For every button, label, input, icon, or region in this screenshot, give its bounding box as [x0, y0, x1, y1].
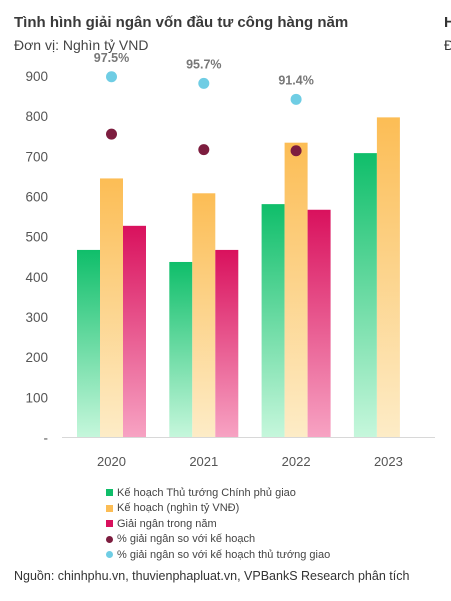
bar-2020-series-1 [100, 178, 123, 438]
y-tick-label: - [44, 431, 49, 446]
bar-2021-series-2 [215, 249, 239, 438]
pct-label: 77.8% [186, 124, 221, 138]
x-tick-label: 2020 [97, 454, 126, 469]
clipped-next-title: H [444, 14, 451, 31]
y-tick-label: 700 [25, 149, 48, 164]
y-tick-label: 200 [25, 350, 48, 365]
clipped-next-subtitle: Đ [444, 37, 451, 53]
y-tick-label: 500 [25, 230, 48, 245]
legend: Kế hoạch Thủ tướng Chính phủ giao Kế hoạc… [106, 485, 330, 563]
bar-2021-series-1 [192, 193, 216, 438]
y-tick-label: 100 [25, 390, 48, 405]
bar-2023-series-0 [353, 153, 377, 438]
pct-dot-2022-1 [290, 93, 302, 105]
bar-2022-series-2 [307, 209, 331, 438]
y-tick-label: 800 [25, 109, 48, 124]
legend-label: Giải ngân trong năm [117, 517, 217, 530]
chart-subtitle: Đơn vị: Nghìn tỷ VND [14, 37, 149, 53]
chart-title: Tình hình giải ngân vốn đầu tư công hàng… [14, 14, 349, 31]
y-axis: - 100 200 300 400 500 600 700 800 900 [25, 69, 48, 446]
source-note: Nguồn: chinhphu.vn, thuvienphapluat.vn, … [14, 569, 410, 583]
bar-2023-series-1 [376, 117, 400, 438]
pct-label: 97.5% [94, 51, 129, 65]
legend-dot-icon [106, 551, 113, 559]
bar-2021-series-0 [169, 261, 193, 438]
x-tick-label: 2021 [189, 454, 218, 469]
pct-dot-2020-1 [106, 71, 117, 83]
legend-item: Kế hoạch (nghìn tỷ VNĐ) [106, 501, 330, 517]
legend-label: % giải ngân so với kế hoạch [117, 533, 256, 546]
y-tick-label: 900 [25, 69, 48, 84]
x-axis: 2020 2021 2022 2023 [97, 454, 403, 469]
legend-dot-icon [106, 535, 113, 543]
legend-label: Kế hoạch (nghìn tỷ VNĐ) [117, 502, 240, 515]
legend-label: Kế hoạch Thủ tướng Chính phủ giao [117, 486, 296, 499]
legend-item: % giải ngân so với kế hoạch [106, 532, 330, 548]
pct-dot-2021-1 [198, 77, 210, 89]
legend-label: % giải ngân so với kế hoạch thủ tướng gi… [117, 548, 331, 561]
pct-label: 77.5% [278, 125, 313, 139]
legend-item: Giải ngân trong năm [106, 516, 330, 532]
percentage-dots: 82.0% 97.5% 77.8% 95.7% 77.5% 91.4% [94, 51, 314, 157]
pct-dot-2020-0 [106, 128, 117, 140]
x-tick-label: 2023 [374, 454, 403, 469]
pct-dot-2022-0 [290, 145, 302, 157]
legend-swatch-icon [106, 489, 113, 497]
bars [77, 117, 400, 438]
bar-2022-series-0 [261, 204, 285, 438]
legend-swatch-icon [106, 504, 113, 512]
legend-item: % giải ngân so với kế hoạch thủ tướng gi… [106, 547, 330, 563]
bar-2020-series-0 [77, 249, 100, 438]
y-tick-label: 300 [25, 310, 48, 325]
y-tick-label: 600 [25, 190, 48, 205]
pct-label: 95.7% [186, 57, 221, 71]
legend-swatch-icon [106, 520, 113, 528]
y-tick-label: 400 [25, 270, 48, 285]
pct-label: 82.0% [94, 108, 129, 122]
bar-2022-series-1 [284, 142, 308, 438]
pct-dot-2021-0 [198, 144, 210, 156]
legend-item: Kế hoạch Thủ tướng Chính phủ giao [106, 485, 330, 501]
bar-2020-series-2 [123, 225, 146, 438]
x-tick-label: 2022 [282, 454, 311, 469]
pct-label: 91.4% [278, 73, 313, 87]
